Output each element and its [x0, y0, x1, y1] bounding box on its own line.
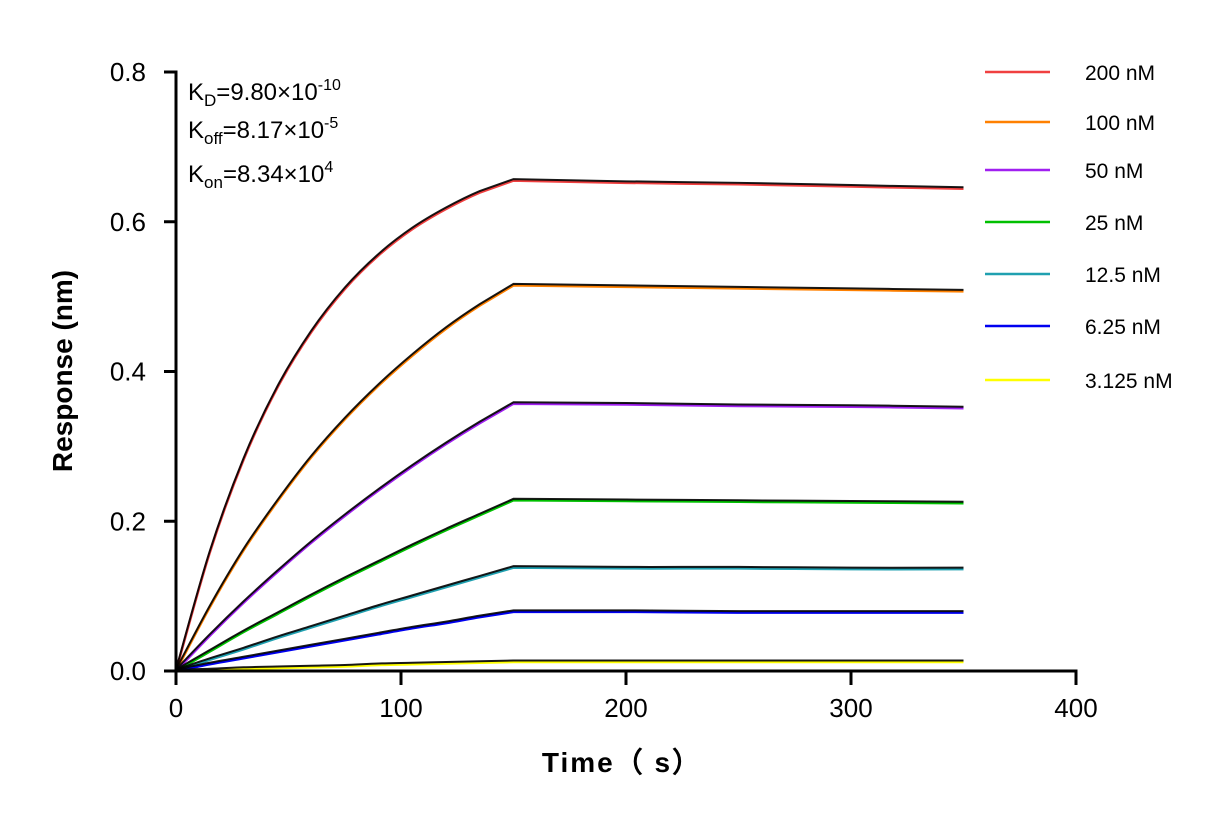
series-line — [175, 660, 964, 673]
legend-item: 100 nM — [985, 112, 1155, 135]
legend-label: 100 nM — [1085, 112, 1155, 135]
legend-item: 3.125 nM — [985, 370, 1173, 393]
x-tick-label: 100 — [379, 693, 422, 723]
y-tick-label: 0.0 — [110, 656, 146, 686]
x-axis-label: Time（ s） — [542, 746, 702, 778]
x-tick-label: 200 — [604, 693, 647, 723]
legend-label: 200 nM — [1085, 62, 1155, 85]
y-tick-label: 0.2 — [110, 506, 146, 536]
y-tick-label: 0.4 — [110, 357, 146, 387]
series-line — [175, 499, 964, 673]
kd-annotation: KD=9.80×10-10 — [188, 77, 341, 110]
legend-item: 25 nM — [985, 212, 1143, 235]
legend-label: 6.25 nM — [1085, 316, 1161, 339]
koff-annotation: Koff=8.17×10-5 — [188, 115, 338, 148]
fit-line — [175, 609, 964, 671]
legend-label: 3.125 nM — [1085, 370, 1173, 393]
x-tick-label: 0 — [169, 693, 183, 723]
legend-label: 25 nM — [1085, 212, 1143, 235]
legend-item: 50 nM — [985, 160, 1143, 183]
fit-line — [175, 659, 964, 671]
y-tick-label: 0.8 — [110, 57, 146, 87]
axes: 0.0 0.2 0.4 0.6 0.8 0 100 200 300 400 — [110, 57, 1098, 723]
kon-annotation: Kon=8.34×104 — [188, 159, 333, 192]
series-line — [175, 566, 964, 673]
series-line — [174, 179, 964, 672]
x-tick-label: 300 — [829, 693, 872, 723]
y-axis-label: Response (nm) — [47, 270, 78, 472]
legend-label: 12.5 nM — [1085, 264, 1161, 287]
x-tick-label: 400 — [1054, 693, 1097, 723]
legend-item: 6.25 nM — [985, 316, 1161, 339]
plot-area — [174, 178, 964, 673]
legend-item: 200 nM — [985, 62, 1155, 85]
series-line — [175, 402, 964, 672]
series-line — [175, 610, 964, 673]
fit-line — [175, 178, 964, 670]
fit-line — [175, 282, 964, 670]
legend: 200 nM 100 nM 50 nM 25 nM 12.5 nM 6.25 nM 3.12… — [985, 62, 1173, 393]
fit-line — [175, 497, 964, 671]
legend-item: 12.5 nM — [985, 264, 1161, 287]
y-tick-label: 0.6 — [110, 207, 146, 237]
fit-line — [175, 401, 964, 671]
legend-label: 50 nM — [1085, 160, 1143, 183]
fit-line — [175, 565, 964, 671]
